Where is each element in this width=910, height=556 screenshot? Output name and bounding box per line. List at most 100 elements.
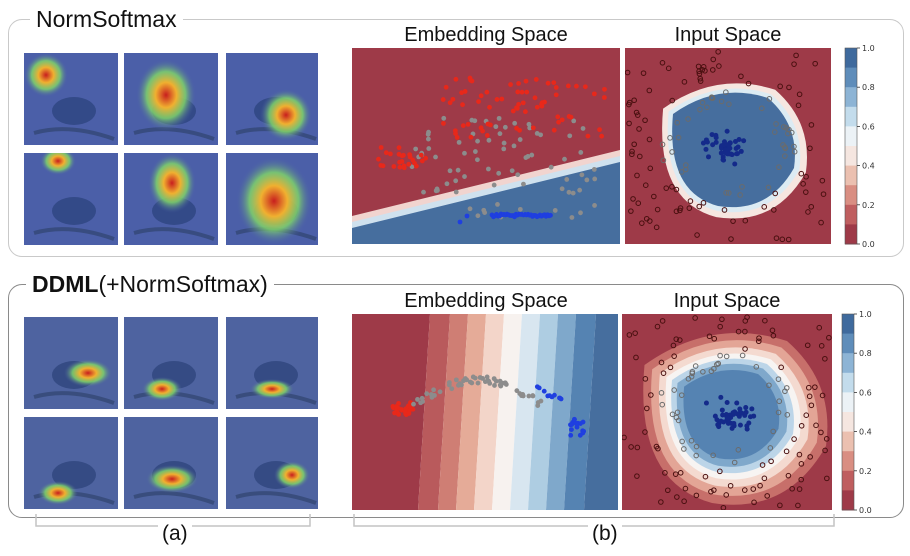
scatter-point (396, 145, 402, 151)
scatter-point (579, 172, 585, 178)
scatter-point (775, 376, 782, 382)
scatter-point (647, 218, 653, 224)
scatter-point (434, 186, 440, 192)
scatter-point (702, 473, 709, 480)
scatter-point (460, 102, 465, 108)
scatter-point (491, 182, 497, 188)
scatter-point (808, 122, 815, 128)
scatter-point (413, 146, 419, 152)
scatter-point (796, 91, 803, 98)
scatter-point (673, 186, 680, 193)
scatter-point (628, 444, 634, 450)
scatter-point (441, 120, 446, 126)
scatter-point (724, 399, 730, 405)
scatter-point (530, 393, 536, 399)
scatter-point (776, 398, 783, 405)
scatter-point (572, 416, 577, 422)
scatter-point (654, 206, 661, 213)
scatter-point (687, 198, 694, 204)
scatter-point (475, 213, 481, 219)
scatter-point (780, 142, 786, 148)
scatter-point (791, 148, 798, 155)
heatmap-thumbnail (23, 52, 119, 146)
scatter-point (545, 80, 551, 86)
scatter-point (674, 119, 681, 126)
scatter-point (406, 411, 412, 416)
scatter-point (759, 462, 766, 468)
heatmap-thumbnail (123, 316, 219, 410)
scatter-point (515, 89, 521, 95)
scatter-point (723, 492, 730, 498)
scatter-point (495, 201, 500, 207)
heatmap-thumbnail (225, 316, 319, 410)
normsoftmax-panel-title: NormSoftmax (30, 6, 183, 32)
scatter-point (406, 161, 412, 167)
scatter-point (704, 104, 710, 111)
colorbar-tick-label: 0.6 (862, 122, 875, 131)
scatter-point (699, 66, 706, 73)
scatter-point (667, 364, 674, 371)
scatter-point (516, 81, 521, 86)
scatter-point (478, 93, 484, 99)
scatter-point (826, 334, 832, 341)
scatter-point (426, 146, 432, 151)
scatter-point (640, 70, 647, 76)
scatter-point (726, 101, 732, 108)
scatter-point (808, 203, 815, 210)
scatter-point (517, 137, 523, 142)
scatter-point (405, 403, 411, 409)
input-space-title: Input Space (673, 290, 781, 312)
scatter-point (629, 148, 635, 155)
scatter-point (708, 488, 714, 495)
ddml-panel-title: DDML(+NormSoftmax) (26, 271, 274, 297)
scatter-point (509, 168, 515, 174)
scatter-point (555, 114, 561, 120)
scatter-point (716, 63, 722, 69)
scatter-point (484, 132, 490, 138)
scatter-point (453, 178, 459, 184)
scatter-point (798, 170, 805, 177)
scatter-point (461, 378, 466, 384)
scatter-point (771, 129, 778, 135)
scatter-point (689, 369, 696, 375)
ddml-panel (8, 284, 904, 518)
scatter-point (630, 196, 636, 202)
scatter-point (720, 157, 726, 163)
scatter-point (746, 420, 752, 426)
scatter-point (773, 235, 780, 241)
scatter-point (659, 60, 666, 66)
scatter-point (717, 352, 723, 359)
scatter-point (454, 135, 460, 140)
scatter-point (462, 150, 467, 156)
embedding-space-plot (352, 314, 618, 510)
scatter-point (673, 336, 680, 342)
heatmap-thumbnail (123, 52, 219, 146)
scatter-point (548, 164, 554, 170)
scatter-point (759, 105, 765, 112)
embedding-space-title: Embedding Space (404, 24, 568, 46)
scatter-point (719, 407, 725, 413)
scatter-point (419, 158, 425, 164)
scatter-point (558, 396, 564, 402)
scatter-point (709, 95, 716, 102)
scatter-point (682, 485, 689, 492)
scatter-point (526, 121, 532, 127)
scatter-point (523, 78, 529, 84)
scatter-point (450, 96, 456, 102)
scatter-point (749, 406, 755, 412)
scatter-point (534, 104, 540, 110)
scatter-point (785, 472, 792, 479)
scatter-point (734, 151, 740, 157)
scatter-point (636, 126, 642, 132)
scatter-point (510, 108, 516, 114)
scatter-point (637, 153, 643, 160)
scatter-point (750, 486, 757, 492)
scatter-point (475, 380, 481, 386)
label-a: (a) (158, 523, 192, 545)
scatter-point (477, 375, 483, 380)
scatter-point (724, 128, 730, 134)
scatter-point (522, 109, 528, 115)
scatter-point (642, 376, 649, 382)
scatter-point (678, 169, 685, 175)
scatter-point (580, 419, 586, 425)
